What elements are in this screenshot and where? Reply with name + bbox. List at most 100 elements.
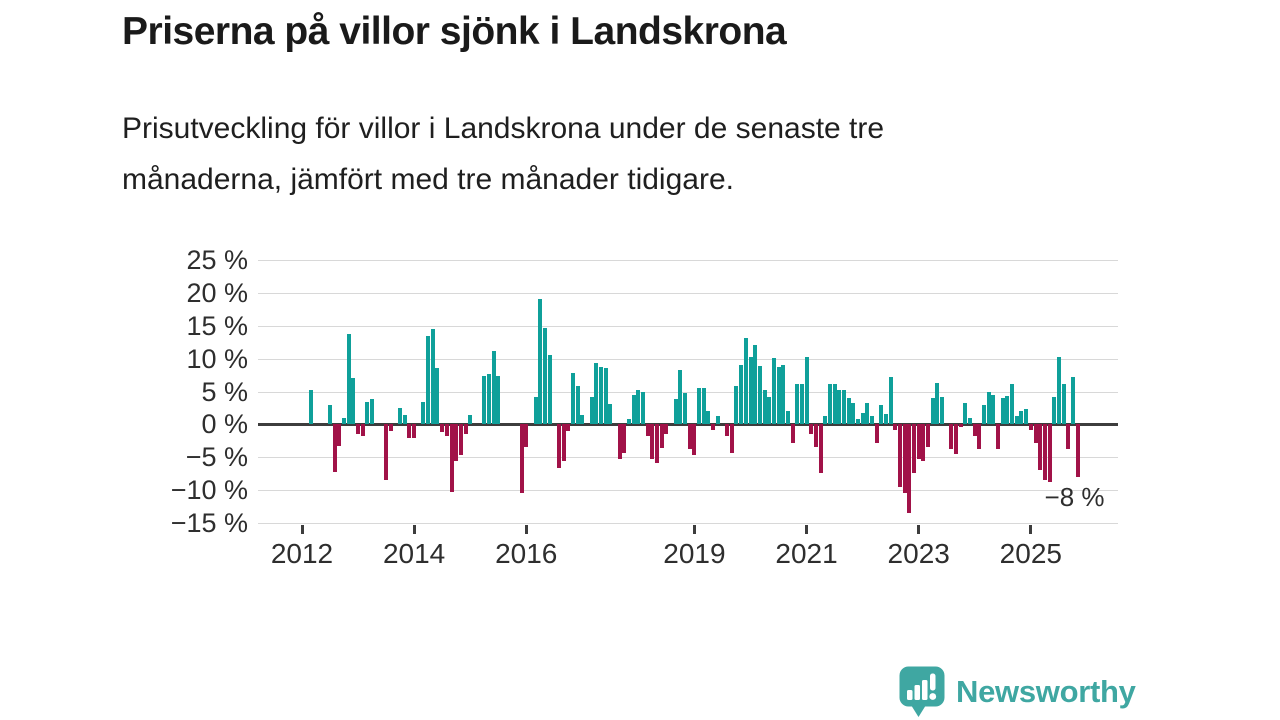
bar-2012-08	[332, 424, 337, 472]
bar-2023-11	[963, 403, 968, 425]
bar-2021-07	[832, 383, 837, 425]
bar-2020-09	[785, 410, 790, 425]
bar-2023-05	[935, 382, 940, 425]
bar-2013-03	[365, 402, 370, 425]
bar-2016-05	[542, 328, 547, 425]
bar-2024-04	[986, 392, 991, 425]
bar-2024-12	[1024, 408, 1029, 425]
bar-2019-03	[701, 387, 706, 425]
bar-2018-06	[659, 424, 664, 449]
bar-2013-08	[388, 424, 393, 431]
bar-2012-10	[342, 418, 347, 425]
bar-2021-08	[837, 390, 842, 425]
bar-2015-12	[519, 424, 524, 493]
bar-2020-04	[762, 390, 767, 425]
bar-2019-08	[725, 424, 730, 436]
bar-2019-09	[729, 424, 734, 454]
bar-2013-04	[370, 399, 375, 425]
gridline--10	[258, 490, 1118, 492]
bar-2024-05	[991, 395, 996, 425]
x-tick-2025	[1029, 525, 1033, 534]
bar-2018-02	[641, 391, 646, 425]
bar-2018-10	[678, 370, 683, 425]
bar-2019-02	[697, 387, 702, 425]
bar-2021-04	[818, 424, 823, 474]
bar-2025-10	[1070, 377, 1075, 425]
bar-2024-07	[1000, 398, 1005, 425]
bar-2021-05	[823, 416, 828, 425]
bar-2023-03	[926, 424, 931, 447]
y-tick-label--15: −15 %	[170, 508, 248, 538]
bar-2017-04	[594, 362, 599, 425]
bar-2018-01	[636, 390, 641, 425]
bar-2013-11	[402, 414, 407, 425]
bar-2016-10	[566, 424, 571, 431]
bar-2016-06	[547, 355, 552, 425]
bar-2022-05	[879, 405, 884, 425]
bar-2022-02	[865, 403, 870, 425]
x-tick-2021	[805, 525, 809, 534]
bar-2018-12	[687, 424, 692, 450]
y-tick-label-20: 20 %	[186, 277, 248, 308]
bar-2024-08	[1005, 396, 1010, 425]
last-value-annotation: −8 %	[1044, 481, 1105, 512]
y-tick-label--10: −10 %	[170, 475, 248, 506]
bar-2015-01	[468, 414, 473, 425]
bar-2023-02	[921, 424, 926, 462]
bar-2020-06	[771, 357, 776, 425]
bar-2018-07	[664, 424, 669, 434]
bar-2022-03	[869, 416, 874, 425]
x-tick-label-2023: 2023	[887, 538, 950, 569]
bar-2022-04	[874, 424, 879, 443]
bar-2017-09	[617, 424, 622, 460]
bar-2012-07	[328, 405, 333, 425]
bar-2024-01	[972, 424, 977, 437]
bar-2024-10	[1014, 416, 1019, 425]
bar-2019-10	[734, 385, 739, 425]
bar-2014-07	[440, 424, 445, 433]
bar-2025-06	[1052, 397, 1057, 425]
bar-2013-12	[407, 424, 412, 438]
bar-2016-08	[556, 424, 561, 469]
bar-2021-11	[851, 403, 856, 425]
bar-2025-02	[1033, 424, 1038, 443]
bar-2021-12	[855, 419, 860, 425]
bar-2022-08	[893, 424, 898, 431]
bar-2025-09	[1066, 424, 1071, 449]
bar-2025-04	[1042, 424, 1047, 480]
bar-2014-12	[463, 424, 468, 435]
bar-2016-01	[524, 424, 529, 447]
bar-2023-10	[958, 424, 963, 427]
bar-2021-10	[846, 398, 851, 425]
page-title: Priserna på villor sjönk i Landskrona	[122, 10, 787, 53]
bar-2023-12	[968, 418, 973, 425]
bar-2017-05	[599, 367, 603, 425]
bar-2019-01	[692, 424, 697, 456]
gridline-10	[258, 358, 1118, 360]
bar-2017-10	[622, 424, 627, 453]
bar-2016-12	[575, 386, 580, 425]
bar-2019-11	[739, 364, 744, 425]
bar-2020-07	[776, 366, 781, 425]
bar-2023-01	[916, 424, 921, 460]
bar-2015-07	[496, 375, 501, 425]
bar-2014-04	[426, 335, 431, 425]
y-tick-label--5: −5 %	[185, 442, 248, 473]
gridline-25	[258, 260, 1118, 261]
y-tick-label-15: 15 %	[186, 310, 248, 341]
bar-2021-03	[813, 424, 818, 447]
bar-2022-09	[898, 424, 903, 487]
gridline-20	[258, 292, 1118, 294]
bar-2022-12	[912, 424, 917, 474]
bar-2025-05	[1047, 424, 1052, 482]
bar-2025-03	[1038, 424, 1043, 470]
bar-2013-01	[356, 424, 361, 435]
gridline-5	[258, 391, 1118, 393]
bar-2017-06	[603, 367, 608, 425]
gridline-15	[258, 325, 1118, 327]
gridline--15	[258, 523, 1118, 524]
bar-2023-06	[940, 397, 945, 425]
bar-2014-09	[449, 424, 454, 493]
bar-2012-03	[309, 389, 314, 425]
x-tick-label-2016: 2016	[495, 538, 558, 569]
